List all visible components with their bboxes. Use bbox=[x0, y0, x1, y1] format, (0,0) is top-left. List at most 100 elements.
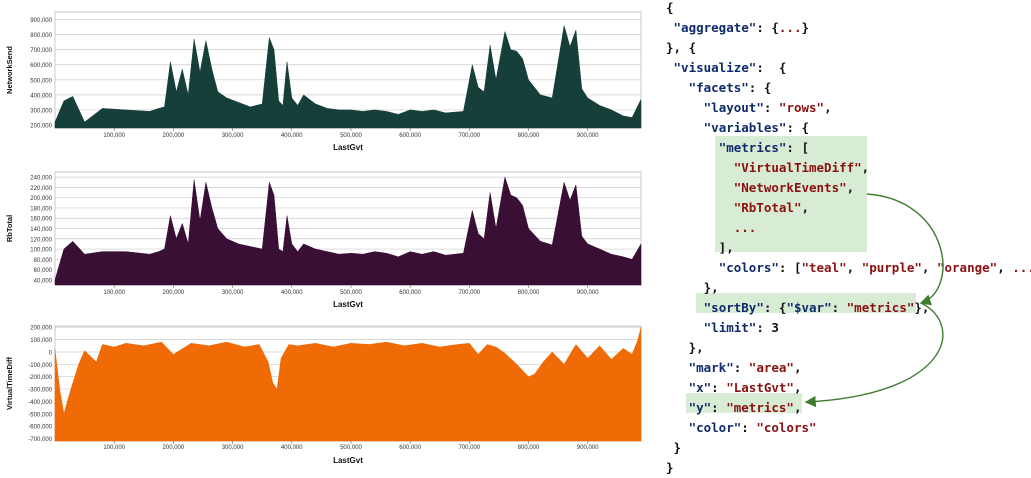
json-key: "facets" bbox=[688, 80, 749, 95]
x-tick-label: 800,000 bbox=[518, 133, 540, 139]
json-punct bbox=[666, 320, 704, 335]
json-string: "colors" bbox=[756, 420, 817, 435]
json-punct: }, bbox=[666, 340, 704, 355]
code-line: "variables": { bbox=[666, 118, 809, 138]
y-tick-label: 200,000 bbox=[30, 123, 52, 129]
json-string: ... bbox=[778, 20, 802, 35]
json-punct: { bbox=[666, 0, 674, 15]
json-string: "LastGvt" bbox=[726, 380, 794, 395]
code-line: }, bbox=[666, 338, 704, 358]
json-punct: }, bbox=[666, 280, 719, 295]
json-string: "RbTotal" bbox=[733, 200, 802, 215]
code-line: "metrics": [ bbox=[666, 138, 809, 158]
chart-panel-3: -700,000 -600,000 -500,000 -400,000 -300,000… bbox=[5, 325, 642, 465]
x-tick-label: 500,000 bbox=[340, 133, 362, 139]
x-tick-label: 200,000 bbox=[163, 445, 185, 451]
json-punct bbox=[666, 200, 734, 215]
x-tick-label: 300,000 bbox=[222, 133, 244, 139]
json-punct: , bbox=[997, 260, 1013, 275]
json-key: "colors" bbox=[718, 260, 779, 275]
json-punct: , bbox=[793, 360, 802, 375]
x-tick-label: 900,000 bbox=[577, 133, 599, 139]
json-key: "visualize" bbox=[673, 60, 757, 75]
json-punct: ], bbox=[666, 240, 734, 255]
y-tick-label: 300,000 bbox=[30, 108, 52, 114]
json-punct: } bbox=[801, 20, 810, 35]
code-line: "color": "colors" bbox=[666, 418, 817, 438]
y-tick-label: 40,000 bbox=[34, 278, 53, 284]
json-punct bbox=[666, 160, 734, 175]
code-line: "sortBy": {"$var": "metrics"}, bbox=[666, 298, 930, 318]
y-tick-label: 60,000 bbox=[34, 268, 53, 274]
x-axis-label: LastGvt bbox=[333, 300, 363, 309]
code-line: "layout": "rows", bbox=[666, 98, 832, 118]
y-tick-label: -600,000 bbox=[28, 425, 52, 431]
y-tick-label: -500,000 bbox=[28, 412, 52, 418]
code-line: ... bbox=[666, 218, 757, 238]
y-tick-label: 800,000 bbox=[30, 33, 52, 39]
json-punct: : { bbox=[756, 60, 787, 75]
json-string: "VirtualTimeDiff" bbox=[733, 160, 862, 175]
chart-panel-2: 40,000 60,000 80,000 100,000 120,000 140,000 1… bbox=[5, 171, 642, 309]
json-key: "aggregate" bbox=[673, 20, 757, 35]
code-line: ], bbox=[666, 238, 734, 258]
json-punct bbox=[666, 20, 674, 35]
json-punct bbox=[666, 400, 689, 415]
json-key: "mark" bbox=[688, 360, 734, 375]
y-axis-label: VirtualTimeDiff bbox=[5, 356, 14, 410]
json-key: "sortBy" bbox=[703, 300, 764, 315]
facet-charts: 200,000 300,000 400,000 500,000 600,000 700,0… bbox=[5, 11, 642, 465]
code-line: }, { bbox=[666, 38, 696, 58]
json-punct bbox=[666, 100, 704, 115]
json-punct: : bbox=[733, 360, 749, 375]
x-tick-label: 700,000 bbox=[458, 290, 480, 296]
x-tick-label: 500,000 bbox=[340, 445, 362, 451]
json-punct bbox=[666, 260, 719, 275]
y-tick-label: 240,000 bbox=[30, 176, 52, 182]
json-punct: , bbox=[861, 160, 870, 175]
x-tick-label: 100,000 bbox=[103, 445, 125, 451]
y-axis-label: RbTotal bbox=[5, 215, 14, 242]
json-key: "metrics" bbox=[718, 140, 787, 155]
json-string: ... bbox=[733, 220, 757, 235]
x-tick-label: 800,000 bbox=[518, 290, 540, 296]
y-tick-label: -400,000 bbox=[28, 400, 52, 406]
code-line: } bbox=[666, 438, 682, 458]
y-tick-label: 160,000 bbox=[30, 217, 52, 223]
x-tick-label: 900,000 bbox=[577, 290, 599, 296]
chart-panel-1: 200,000 300,000 400,000 500,000 600,000 700,0… bbox=[5, 11, 642, 152]
x-tick-label: 200,000 bbox=[163, 133, 185, 139]
y-tick-label: 120,000 bbox=[30, 237, 52, 243]
json-punct: : bbox=[831, 300, 847, 315]
json-key: "limit" bbox=[703, 320, 757, 335]
x-tick-label: 200,000 bbox=[163, 290, 185, 296]
y-tick-label: 400,000 bbox=[30, 93, 52, 99]
json-key: "variables" bbox=[703, 120, 787, 135]
json-key: "$var" bbox=[786, 300, 832, 315]
y-tick-label: 700,000 bbox=[30, 48, 52, 54]
code-line: "visualize": { bbox=[666, 58, 787, 78]
y-tick-label: -200,000 bbox=[28, 375, 52, 381]
json-punct: , bbox=[824, 100, 832, 115]
json-string: "purple" bbox=[861, 260, 922, 275]
area-series-VirtualTimeDiff bbox=[54, 327, 642, 442]
json-punct: : bbox=[741, 420, 757, 435]
code-line: } bbox=[666, 458, 674, 478]
y-tick-label: -700,000 bbox=[28, 437, 52, 443]
json-key: "color" bbox=[688, 420, 742, 435]
code-line: "VirtualTimeDiff", bbox=[666, 158, 869, 178]
json-string: "metrics" bbox=[726, 400, 794, 415]
json-punct bbox=[666, 60, 674, 75]
json-punct: : 3 bbox=[756, 320, 779, 335]
x-tick-label: 400,000 bbox=[281, 290, 303, 296]
json-punct: , bbox=[846, 180, 855, 195]
json-punct: : { bbox=[786, 120, 810, 135]
y-tick-label: 200,000 bbox=[30, 196, 52, 202]
code-line: }, bbox=[666, 278, 719, 298]
x-tick-label: 600,000 bbox=[399, 290, 421, 296]
json-punct: : { bbox=[748, 80, 772, 95]
json-punct: : [ bbox=[786, 140, 809, 155]
y-tick-label: -300,000 bbox=[28, 388, 52, 394]
y-axis-label: NetworkSend bbox=[5, 46, 14, 94]
y-tick-label: 80,000 bbox=[34, 258, 53, 264]
